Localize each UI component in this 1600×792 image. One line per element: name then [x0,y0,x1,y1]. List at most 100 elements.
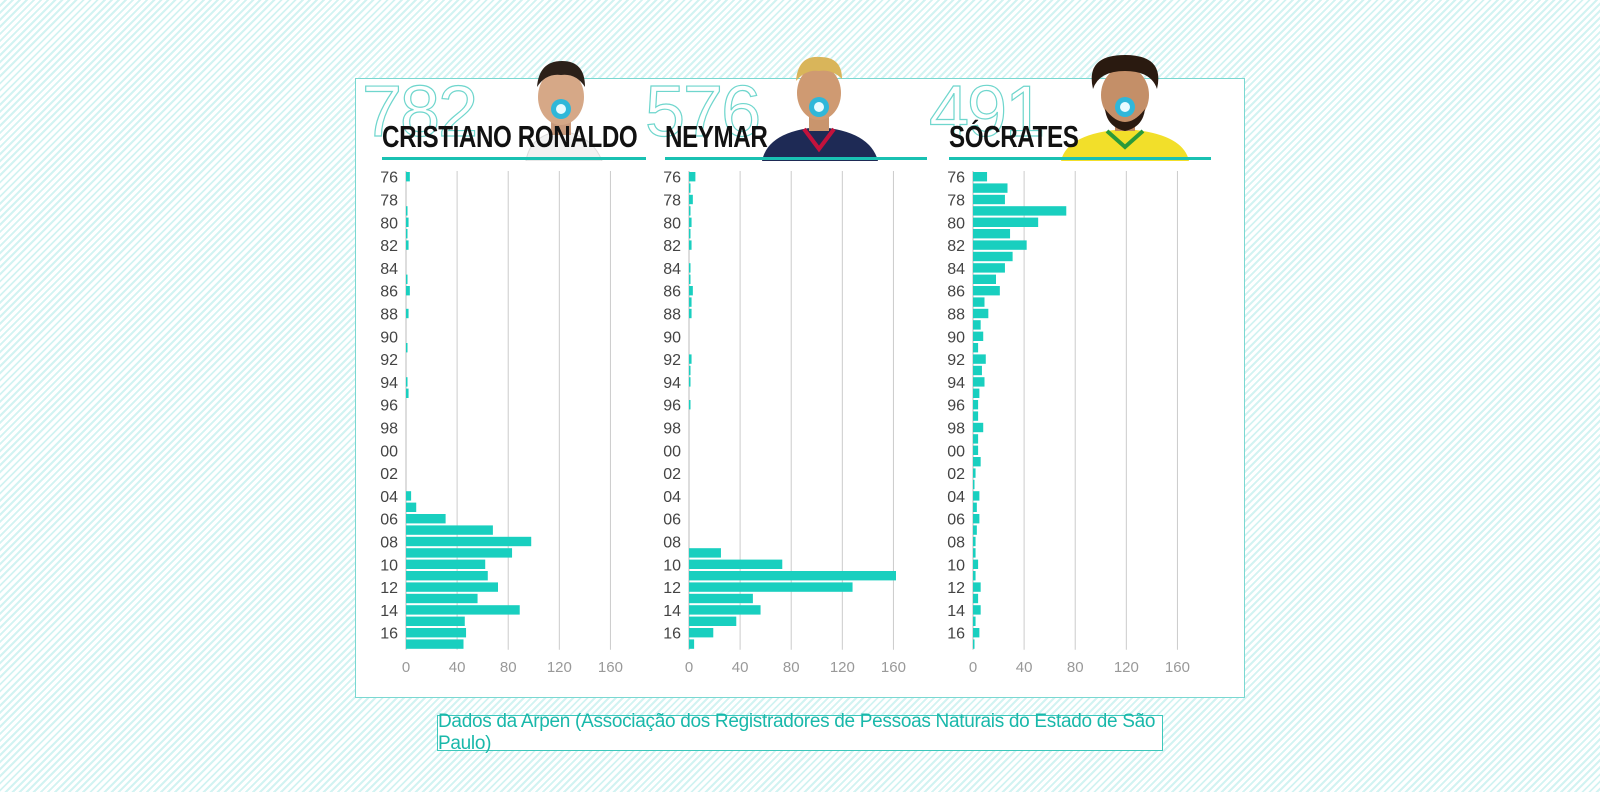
x-tick-label: 160 [881,659,906,676]
y-tick-label: 14 [663,603,681,620]
y-tick-label: 98 [380,421,398,438]
neymar-photo [762,56,878,161]
bar [973,639,975,649]
y-tick-label: 78 [947,193,965,210]
bar [973,559,979,569]
y-tick-label: 16 [380,626,398,643]
y-tick-label: 12 [663,580,681,597]
y-tick-label: 98 [947,421,965,438]
bar [973,377,985,387]
bar [973,274,996,284]
bar [689,628,714,638]
bar [689,274,691,284]
y-tick-label: 06 [380,512,398,529]
bar [973,411,979,421]
x-tick-label: 80 [1067,659,1084,676]
bar [973,308,989,319]
bar [973,479,975,490]
bar [973,571,976,581]
chart-panel: 782 CRISTIANO RONALDO 0 40 80 120 160 76 78 80 8… [355,55,1245,699]
y-tick-label: 98 [663,421,681,438]
bar [973,434,979,444]
y-tick-label: 10 [663,557,681,574]
y-tick-label: 88 [380,307,398,324]
bar [689,593,753,604]
name-underline [665,157,927,160]
bar [406,343,408,353]
y-tick-label: 88 [947,307,965,324]
x-tick-label: 160 [598,659,623,676]
bar [973,365,982,376]
bar [689,571,896,581]
y-tick-label: 84 [380,261,398,278]
bar [689,183,691,193]
x-tick-label: 80 [500,659,517,676]
bar [689,240,692,250]
x-tick-label: 80 [783,659,800,676]
goal-total: 782 [361,71,478,152]
bar [689,605,761,615]
birth-year-bar-chart-neymar: 0 40 80 120 16076788082848688909294969800020… [663,170,906,676]
y-tick-label: 90 [663,329,681,346]
y-tick-label: 04 [663,489,681,506]
bar [689,308,692,319]
bar [973,468,976,478]
bar [689,297,692,307]
y-tick-label: 84 [663,261,681,278]
y-tick-label: 12 [947,580,965,597]
y-tick-label: 82 [947,238,965,255]
cristiano-ronaldo-photo [525,61,603,161]
y-tick-label: 10 [380,557,398,574]
x-tick-label: 40 [449,659,466,676]
y-tick-label: 04 [380,489,398,506]
y-tick-label: 02 [663,466,681,483]
player-column-neymar: 576 NEYMAR 0 40 80 120 160 76 78 80 82 84 86 88 90 92… [639,56,927,699]
bar [973,548,976,558]
bar [406,514,446,524]
bar [689,639,695,649]
x-tick-label: 120 [547,659,572,676]
bar [973,605,981,615]
y-tick-label: 14 [380,603,398,620]
y-tick-label: 94 [663,375,681,392]
y-tick-label: 94 [947,375,965,392]
bar [406,559,486,569]
bar [689,217,692,227]
bar [406,502,417,512]
bar [406,593,478,604]
y-tick-label: 08 [947,535,965,552]
bar [689,616,737,626]
y-tick-label: 90 [947,329,965,346]
bar [406,274,408,284]
y-tick-label: 06 [947,512,965,529]
bar [406,605,520,615]
bar [689,286,693,296]
bar [973,320,981,330]
birth-year-bar-chart-socrates: 0 40 80 120 16076788082848688909294969800020… [947,170,1190,676]
bar [973,286,1000,296]
player-column-ronaldo: 782 CRISTIANO RONALDO 0 40 80 120 160 76 78 80 8… [356,61,646,699]
bar [689,172,696,182]
bar [689,229,691,239]
y-tick-label: 90 [380,329,398,346]
x-tick-label: 40 [732,659,749,676]
y-tick-label: 94 [380,375,398,392]
bar [406,240,409,250]
bar [973,388,980,398]
goal-total: 491 [928,71,1045,152]
x-tick-label: 0 [969,659,977,676]
bar [973,183,1008,193]
x-tick-label: 40 [1016,659,1033,676]
y-tick-label: 96 [947,398,965,415]
y-tick-label: 82 [663,238,681,255]
bar [689,559,783,569]
bar [973,229,1011,239]
y-tick-label: 16 [663,626,681,643]
bar [406,229,408,239]
name-underline [949,157,1211,160]
birth-year-bar-chart-ronaldo: 0 40 80 120 16076788082848688909294969800020… [380,170,623,676]
bar [689,400,691,410]
bar [973,354,986,364]
y-tick-label: 92 [380,352,398,369]
bar [973,331,984,341]
